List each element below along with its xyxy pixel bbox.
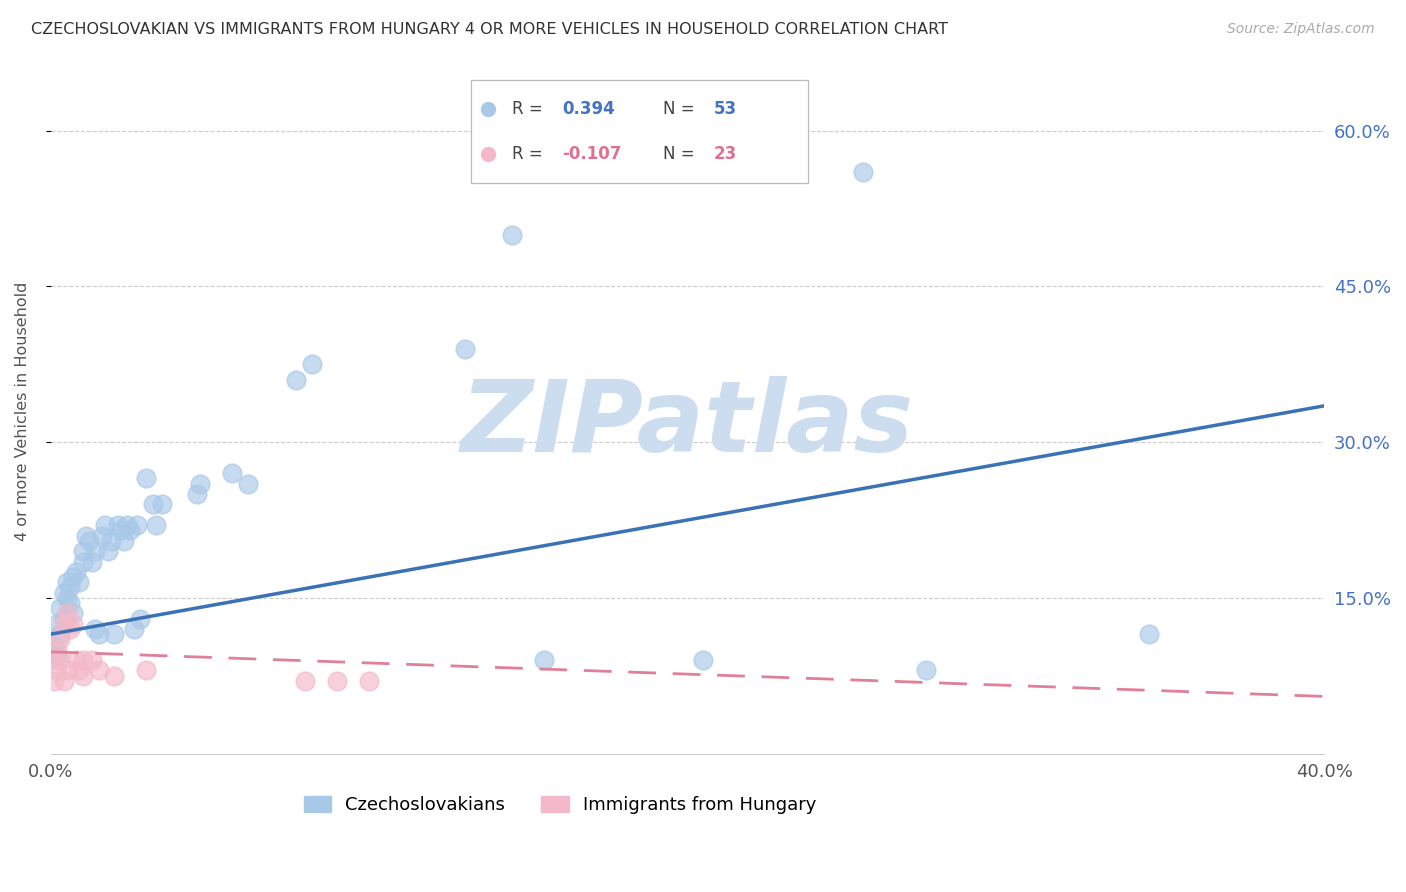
Point xyxy=(62,570,84,584)
Point xyxy=(72,653,94,667)
Point xyxy=(49,627,72,641)
Point xyxy=(301,357,323,371)
Point xyxy=(84,622,107,636)
Point xyxy=(49,653,72,667)
Point xyxy=(55,591,77,605)
Point xyxy=(453,342,475,356)
Point xyxy=(100,533,122,548)
Point xyxy=(65,653,87,667)
Point xyxy=(915,664,938,678)
Point xyxy=(46,642,69,657)
Point xyxy=(55,607,77,621)
Point xyxy=(55,664,77,678)
Y-axis label: 4 or more Vehicles in Household: 4 or more Vehicles in Household xyxy=(15,281,30,541)
Point xyxy=(112,533,135,548)
Point xyxy=(90,528,112,542)
Point xyxy=(77,533,100,548)
Point xyxy=(135,471,157,485)
Point xyxy=(46,648,69,662)
Text: 53: 53 xyxy=(714,100,737,118)
Point xyxy=(145,518,167,533)
Point xyxy=(221,467,243,481)
Point xyxy=(59,622,82,636)
Point xyxy=(326,673,349,688)
Point xyxy=(42,673,65,688)
Text: Source: ZipAtlas.com: Source: ZipAtlas.com xyxy=(1227,22,1375,37)
Point xyxy=(359,673,381,688)
Point xyxy=(94,518,117,533)
Point xyxy=(122,622,145,636)
Text: ZIPatlas: ZIPatlas xyxy=(461,376,914,474)
Text: R =: R = xyxy=(512,100,547,118)
Point xyxy=(477,147,499,161)
Point xyxy=(284,373,307,387)
Point xyxy=(107,518,129,533)
Point xyxy=(75,528,97,542)
Text: CZECHOSLOVAKIAN VS IMMIGRANTS FROM HUNGARY 4 OR MORE VEHICLES IN HOUSEHOLD CORRE: CZECHOSLOVAKIAN VS IMMIGRANTS FROM HUNGA… xyxy=(31,22,948,37)
Point xyxy=(62,616,84,631)
Text: 23: 23 xyxy=(714,145,737,163)
Point xyxy=(84,544,107,558)
Point xyxy=(49,601,72,615)
Point xyxy=(115,518,138,533)
Point xyxy=(59,581,82,595)
Text: N =: N = xyxy=(664,145,700,163)
Point xyxy=(46,616,69,631)
Point xyxy=(135,664,157,678)
Point xyxy=(87,627,110,641)
Point xyxy=(42,653,65,667)
Point xyxy=(142,498,165,512)
Point xyxy=(46,664,69,678)
Point xyxy=(129,611,152,625)
Point xyxy=(72,544,94,558)
Point xyxy=(501,227,523,242)
Point xyxy=(103,668,125,682)
Point xyxy=(190,476,212,491)
Point xyxy=(851,165,873,179)
Point xyxy=(1137,627,1160,641)
Point xyxy=(55,575,77,590)
Point xyxy=(59,596,82,610)
Point xyxy=(533,653,555,667)
Point xyxy=(69,575,91,590)
Point xyxy=(72,554,94,568)
Point xyxy=(692,653,714,667)
Point xyxy=(52,616,75,631)
Point xyxy=(110,524,132,538)
Point xyxy=(87,664,110,678)
Point xyxy=(72,668,94,682)
Point xyxy=(186,487,208,501)
Legend: Czechoslovakians, Immigrants from Hungary: Czechoslovakians, Immigrants from Hungar… xyxy=(295,787,825,823)
Text: R =: R = xyxy=(512,145,547,163)
Point xyxy=(49,632,72,647)
Text: -0.107: -0.107 xyxy=(562,145,621,163)
Point xyxy=(477,102,499,116)
Point xyxy=(294,673,316,688)
Point xyxy=(125,518,148,533)
Point xyxy=(82,554,104,568)
Point xyxy=(103,627,125,641)
Point xyxy=(65,565,87,579)
Point xyxy=(52,585,75,599)
Point xyxy=(52,611,75,625)
Text: N =: N = xyxy=(664,100,700,118)
Point xyxy=(69,664,91,678)
Point xyxy=(52,673,75,688)
Point xyxy=(120,524,142,538)
Point xyxy=(238,476,260,491)
Point xyxy=(62,607,84,621)
Point xyxy=(97,544,120,558)
Point xyxy=(150,498,173,512)
Point xyxy=(82,653,104,667)
Text: 0.394: 0.394 xyxy=(562,100,614,118)
Point xyxy=(42,638,65,652)
